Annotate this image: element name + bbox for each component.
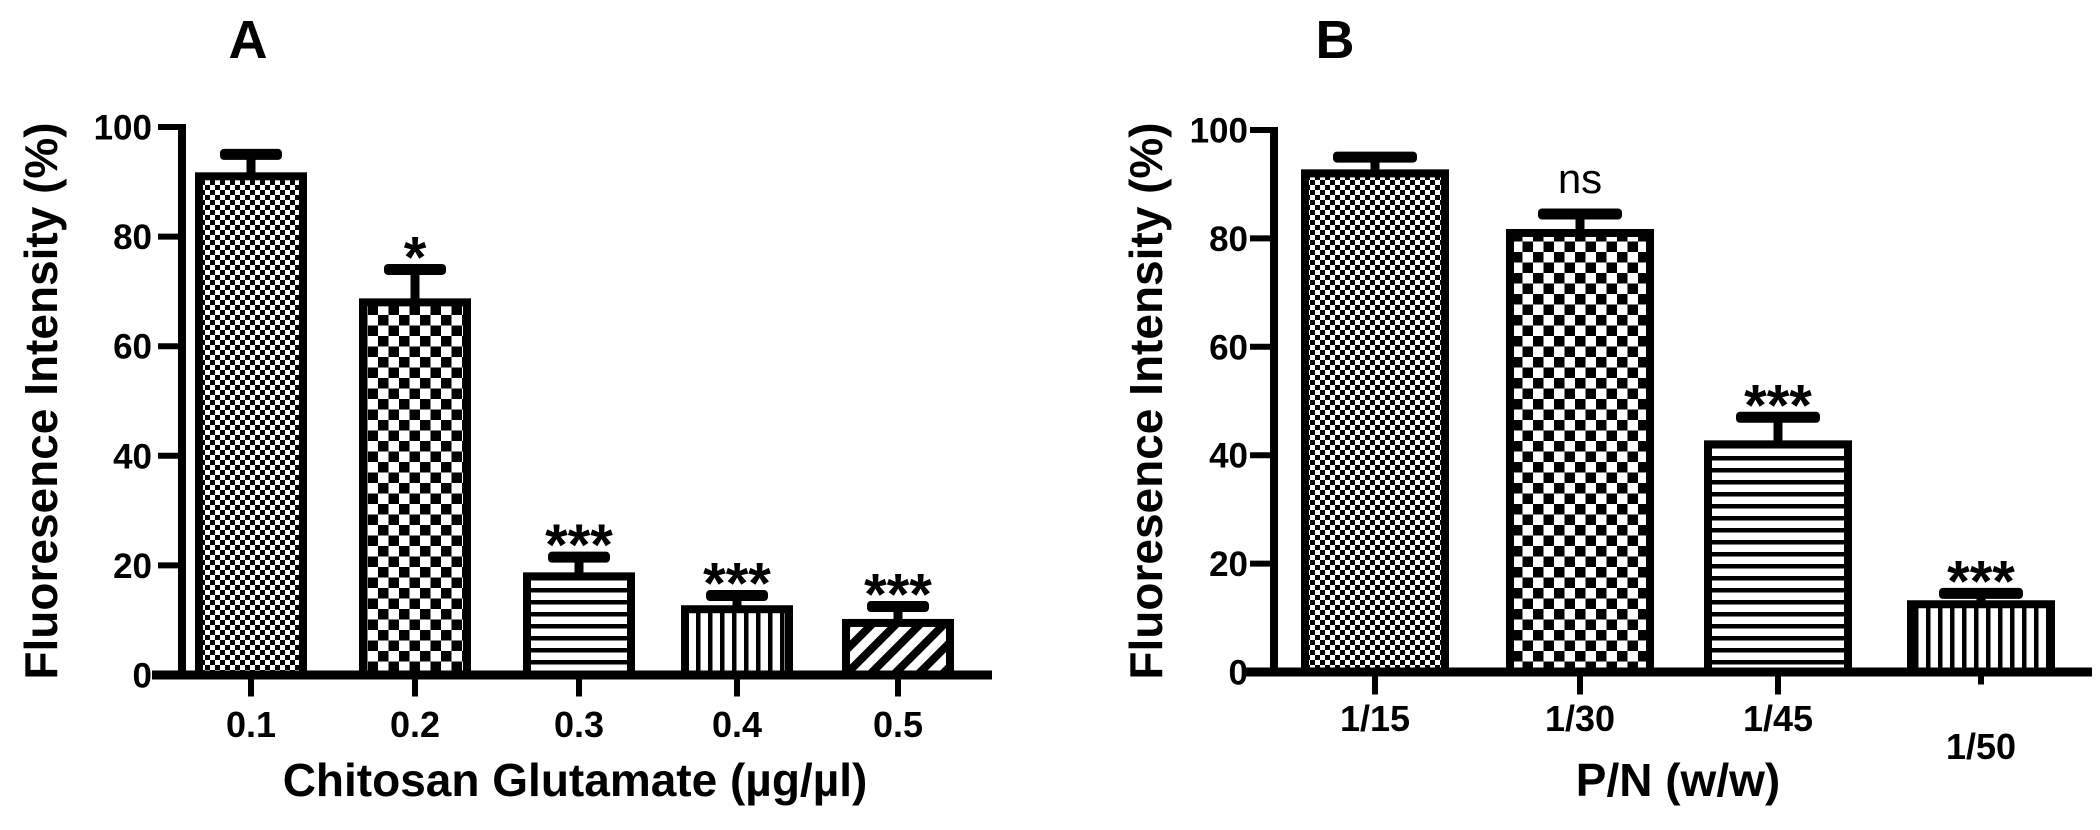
error-bar-cap (1939, 587, 2023, 599)
y-tick-label: 40 (1209, 437, 1248, 476)
error-bar-cap (1538, 208, 1622, 220)
error-bar-cap (1333, 151, 1417, 163)
x-tick-label: 1/45 (1743, 698, 1813, 739)
bar-1-15 (1301, 169, 1449, 677)
significance-label: *** (703, 552, 771, 617)
y-tick-label: 20 (1209, 545, 1248, 584)
x-tick-label: 0.2 (390, 704, 440, 745)
x-tick-label: 0.5 (873, 704, 923, 745)
error-bar-cap (867, 601, 929, 612)
error-bar-cap (220, 148, 282, 160)
bar-0.4 (681, 605, 793, 679)
x-axis-title: P/N (w/w) (1576, 754, 1780, 806)
panel-letter: A (229, 10, 268, 70)
error-bar-cap (706, 590, 768, 602)
significance-label: *** (864, 563, 932, 628)
bar-1-50 (1907, 600, 2055, 676)
significance-label: * (404, 225, 427, 290)
x-tick-label: 0.1 (226, 704, 276, 745)
bar-0.5 (842, 618, 954, 680)
y-tick-label: 20 (113, 547, 152, 586)
y-axis-title: Fluoresence Intensity (%) (1120, 122, 1172, 679)
bar-0.3 (523, 572, 635, 679)
panel-letter: B (1316, 10, 1355, 70)
panel-B-bar-chart: B Fluoresence Intensity (%) ns *** *** 0 20 40 6… (1120, 10, 2092, 806)
bar-0.2 (359, 298, 471, 679)
error-bar-cap (384, 263, 446, 275)
y-tick-label: 100 (94, 109, 152, 148)
x-tick-label: 0.3 (554, 704, 604, 745)
x-tick-label: 0.4 (712, 704, 762, 745)
x-axis-title: Chitosan Glutamate (µg/µl) (283, 754, 868, 806)
bar-0.1 (195, 172, 307, 679)
y-tick-label: 60 (113, 328, 152, 367)
y-tick-label: 0 (1229, 654, 1248, 693)
y-tick-label: 100 (1190, 112, 1248, 151)
bar-1-45 (1704, 440, 1852, 676)
error-bar-cap (548, 551, 610, 563)
significance-label: *** (1947, 549, 2015, 614)
y-tick-label: 0 (133, 657, 152, 696)
x-tick-label: 1/15 (1340, 698, 1410, 739)
bar-1-30 (1506, 228, 1654, 676)
y-tick-label: 60 (1209, 328, 1248, 367)
y-axis-title: Fluoresence Intensity (%) (15, 122, 67, 679)
x-tick-label: 1/30 (1545, 698, 1615, 739)
y-tick-label: 40 (113, 437, 152, 476)
y-tick-label: 80 (113, 218, 152, 257)
significance-label: *** (545, 513, 613, 578)
y-tick-label: 80 (1209, 220, 1248, 259)
significance-label: *** (1744, 373, 1812, 438)
significance-label: ns (1558, 155, 1602, 202)
error-bar-cap (1736, 411, 1820, 423)
x-tick-label: 1/50 (1946, 726, 2016, 767)
